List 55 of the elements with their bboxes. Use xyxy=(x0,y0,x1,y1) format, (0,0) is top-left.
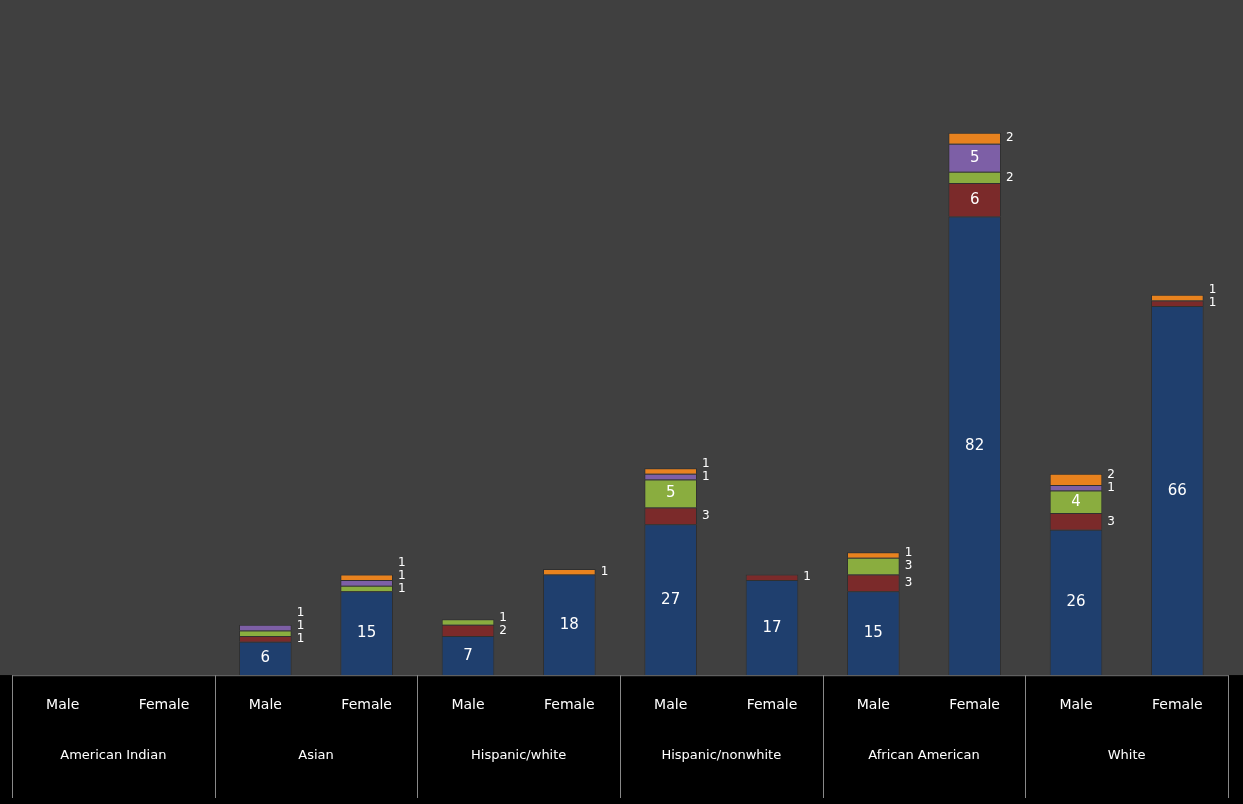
data-label: 1 xyxy=(803,569,811,584)
data-label: 1 xyxy=(1208,295,1217,310)
data-label: 1 xyxy=(702,455,710,470)
x-tick-label: Male xyxy=(856,696,890,713)
text: White xyxy=(1107,746,1146,762)
data-label: 1 xyxy=(702,468,710,483)
data-label: 5 xyxy=(969,147,980,166)
data-label: 2 xyxy=(1006,169,1014,184)
text: Hispanic/nonwhite xyxy=(661,746,782,762)
text: Hispanic/white xyxy=(470,746,567,762)
data-label: 1 xyxy=(398,567,406,582)
text: Asian xyxy=(298,746,334,762)
data-label: 66 xyxy=(1167,480,1187,499)
x-tick-label: Male xyxy=(1059,696,1093,713)
data-label: 15 xyxy=(863,623,883,642)
x-tick-label: Male xyxy=(46,696,80,713)
data-label: 15 xyxy=(357,623,377,642)
text: African American xyxy=(868,746,980,762)
data-label: 17 xyxy=(762,617,782,636)
data-label: 1 xyxy=(296,617,305,632)
data-label: 2 xyxy=(1006,130,1014,145)
data-label: 1 xyxy=(398,580,406,595)
x-tick-label: Female xyxy=(138,696,190,713)
data-label: 18 xyxy=(559,614,579,633)
data-label: 3 xyxy=(904,575,913,590)
data-label: 1 xyxy=(398,554,406,569)
data-label: 2 xyxy=(499,622,507,637)
x-tick-label: Female xyxy=(544,696,595,713)
data-label: 3 xyxy=(904,558,913,573)
x-tick-label: Female xyxy=(949,696,1000,713)
x-tick-label: Male xyxy=(654,696,688,713)
data-label: 1 xyxy=(904,545,913,560)
data-label: 3 xyxy=(1107,513,1115,528)
data-label: 82 xyxy=(965,435,985,454)
data-label: 1 xyxy=(296,604,305,619)
data-label: 2 xyxy=(1107,466,1115,481)
x-tick-label: Female xyxy=(746,696,798,713)
data-label: 3 xyxy=(702,507,710,522)
x-tick-label: Female xyxy=(1152,696,1203,713)
data-label: 7 xyxy=(463,645,473,664)
x-tick-label: Female xyxy=(341,696,392,713)
data-label: 4 xyxy=(1071,491,1081,510)
data-label: 5 xyxy=(665,483,676,502)
data-label: 1 xyxy=(499,609,507,624)
text: American Indian xyxy=(60,746,167,762)
data-label: 1 xyxy=(1107,479,1115,494)
data-label: 1 xyxy=(600,563,609,578)
x-tick-label: Male xyxy=(248,696,282,713)
data-label: 1 xyxy=(296,630,305,645)
data-label: 1 xyxy=(1208,282,1217,297)
data-label: 6 xyxy=(260,648,271,667)
x-tick-label: Male xyxy=(451,696,485,713)
data-label: 27 xyxy=(661,589,681,608)
data-label: 26 xyxy=(1066,592,1086,611)
data-label: 6 xyxy=(969,189,980,208)
